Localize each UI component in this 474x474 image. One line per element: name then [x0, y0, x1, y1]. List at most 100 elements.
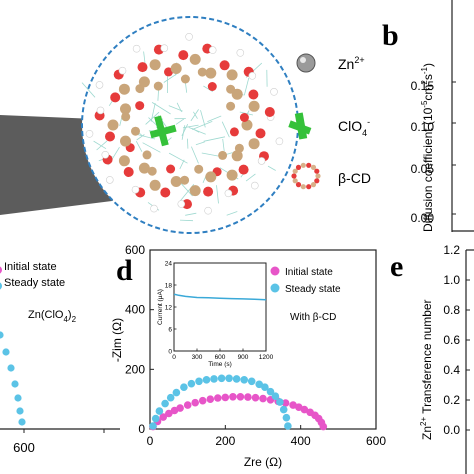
solvent-bond	[175, 118, 185, 125]
solvent-bond	[179, 159, 185, 170]
solvent-bond	[243, 77, 250, 96]
initial-state-point	[165, 409, 173, 418]
solvent-bond	[201, 152, 219, 157]
steady-state-point	[247, 377, 256, 386]
hydrogen-atom	[150, 204, 158, 213]
panel-e-tick-1-2: 1.2	[443, 243, 460, 257]
legend-initial-label: Initial state	[285, 267, 333, 278]
inset-ytick-label: 18	[165, 282, 173, 289]
steady-state-point	[172, 388, 181, 397]
panel-d-xlabel: Zre (Ω)	[244, 455, 282, 469]
mini-ring-atom	[295, 164, 302, 170]
mini-ring-atom	[314, 178, 320, 184]
molecule-illustration	[0, 16, 299, 234]
steady-state-point	[202, 376, 211, 384]
bcd-label: β-CD	[338, 170, 371, 186]
inner-atom	[131, 126, 140, 136]
oxygen-atom	[219, 60, 230, 71]
hydrogen-atom	[204, 206, 212, 215]
carbon-atom	[205, 171, 217, 183]
steady-state-point	[255, 380, 263, 389]
panel-c-steady-point	[2, 348, 10, 356]
steady-state-point	[166, 393, 175, 402]
solvent-bond	[226, 211, 238, 216]
panel-d-ylabel: -Zim (Ω)	[110, 318, 124, 362]
initial-state-point	[206, 395, 215, 404]
hydrogen-atom	[270, 88, 278, 96]
zn-ion-icon	[296, 53, 316, 73]
initial-state-point	[229, 393, 237, 401]
solvent-bond	[145, 111, 160, 125]
inner-atom	[153, 81, 163, 91]
inner-atom	[147, 166, 157, 176]
mini-ring-atom	[314, 168, 320, 174]
beta-cd-ring	[85, 32, 284, 215]
inset-ylabel: Current (μA)	[157, 289, 164, 325]
inset-ytick-label: 24	[165, 260, 173, 267]
inner-atom	[180, 175, 190, 185]
solvent-bond	[96, 140, 108, 151]
panel-d-frame	[149, 249, 377, 430]
carbon-atom	[231, 150, 243, 162]
panel-b-tick-005: 0.05	[411, 162, 435, 176]
mini-ring-atom	[315, 173, 321, 179]
oxygen-atom	[182, 199, 192, 210]
oxygen-atom	[123, 167, 134, 177]
mini-ring-atom	[310, 164, 317, 170]
inner-atom	[197, 67, 207, 77]
initial-state-point	[191, 398, 199, 407]
panel-d-ytick-label: 200	[125, 362, 145, 376]
solvent-bond	[93, 140, 107, 150]
panel-label-b: b	[382, 19, 399, 52]
hydrogen-atom	[131, 185, 140, 194]
hydrogen-atom	[251, 181, 259, 190]
initial-state-point	[176, 404, 184, 412]
panel-c-steady-point	[18, 418, 26, 426]
carbon-atom	[118, 83, 130, 95]
hydrogen-atom	[95, 81, 104, 89]
solvent-bond	[182, 124, 199, 129]
inner-atom	[218, 150, 228, 160]
solvent-bond	[136, 134, 145, 141]
hydrogen-atom	[106, 176, 114, 184]
carbon-atom	[205, 67, 217, 79]
inset-xtick-label: 600	[215, 354, 226, 361]
panel-c-steady-point	[7, 364, 15, 372]
oxygen-atom	[137, 62, 148, 73]
panel-b-tick-000: 0.00	[411, 211, 435, 225]
panel-d-ytick-label: 0	[138, 422, 145, 436]
panel-c-legend-steady-marker	[0, 282, 2, 290]
hydrogen-atom	[275, 137, 284, 146]
hydrogen-atom	[177, 200, 186, 208]
steady-state-point	[195, 377, 203, 386]
clo4-label: ClO4-	[338, 117, 370, 138]
carbon-atom	[248, 138, 260, 150]
panel-c-steady-point	[0, 331, 4, 339]
legend-initial-marker	[270, 266, 280, 276]
mini-ring-atom	[310, 182, 317, 188]
carbon-atom	[231, 88, 243, 100]
inner-atom	[239, 113, 249, 122]
solvent-bond	[221, 121, 230, 138]
panel-e-tick-0-6: 0.6	[443, 333, 460, 347]
carbon-atom	[170, 63, 182, 74]
steady-state-point	[261, 383, 269, 392]
hydrogen-atom	[208, 46, 217, 54]
hydrogen-atom	[101, 151, 110, 159]
oxygen-atom	[255, 128, 266, 139]
panel-c-steady-point	[14, 394, 22, 402]
solvent-bond	[245, 173, 256, 182]
mini-ring-atom	[306, 184, 312, 190]
carbon-atom	[226, 169, 238, 181]
panel-d-xtick-label: 0	[147, 434, 154, 448]
solvent-bond	[222, 138, 225, 152]
steady-state-point	[155, 407, 164, 415]
zn-label: Zn2+	[338, 55, 365, 72]
steady-state-point	[151, 414, 160, 423]
solvent-bond	[192, 121, 213, 130]
carbon-atom	[149, 59, 161, 71]
solvent-bond	[179, 219, 194, 222]
initial-state-point	[198, 396, 207, 405]
steady-state-point	[279, 405, 288, 414]
inset-current-time-plot: 0 300 600 900 1200 0 6 12 18 24 Time (s) Current …	[157, 260, 274, 368]
